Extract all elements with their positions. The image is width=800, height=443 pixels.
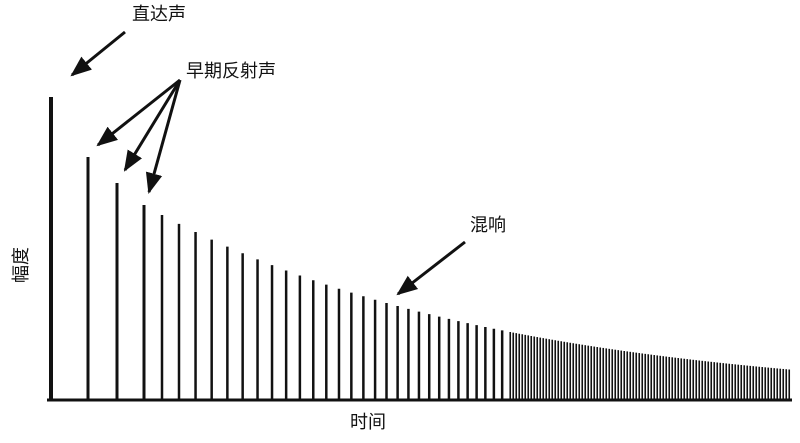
arrow [70,30,126,77]
arrow [396,240,466,296]
pulses [160,215,791,400]
x-axis-label: 时间 [350,412,386,433]
arrows [70,30,466,296]
reverb-label: 混响 [470,215,506,236]
y-axis-label: 幅度 [11,247,32,283]
arrow [96,78,181,147]
arrow [123,79,182,172]
early-label: 早期反射声 [186,61,276,82]
direct-label: 直达声 [132,4,186,25]
arrow [145,79,182,195]
